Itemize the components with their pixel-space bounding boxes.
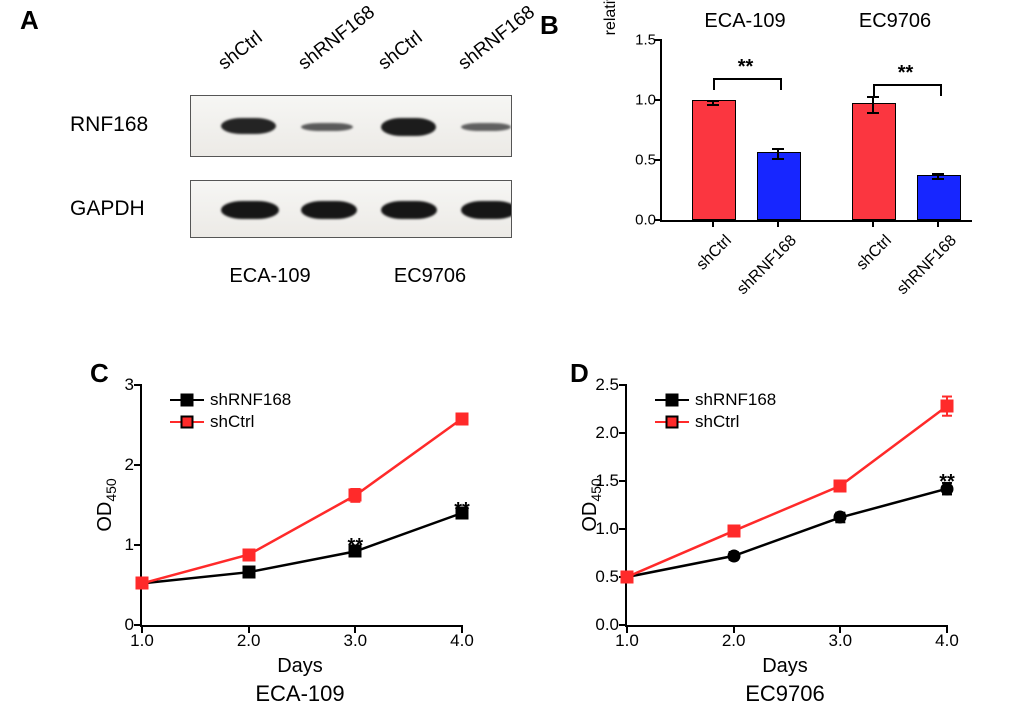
lane-label-0: shCtrl (214, 27, 267, 75)
panel-d-linechart: OD450 0.00.51.01.52.02.51.02.03.04.0** D… (515, 355, 985, 715)
ytick: 0.5 (595, 567, 619, 587)
xtick: 1.0 (615, 631, 639, 651)
errbar (777, 148, 779, 160)
figure-root: A B C D shCtrlshRNF168shCtrlshRNF168 RNF… (0, 0, 1020, 722)
errbar (872, 96, 874, 114)
blot-cell-labels: ECA-109EC9706 (190, 265, 510, 288)
sig-stars: ** (348, 535, 364, 558)
blot-strip-gapdh (190, 180, 512, 238)
panel-d-legend: shRNF168shCtrl (655, 389, 776, 433)
panel-c-ylabel: OD450 (94, 478, 119, 531)
marker (242, 548, 255, 561)
b-ytick: 1.0 (635, 92, 656, 109)
marker (941, 400, 954, 413)
ytick: 2.5 (595, 375, 619, 395)
sig-bracket (873, 84, 942, 96)
legend-item: shRNF168 (655, 389, 776, 411)
panel-b-barchart: ECA-109 EC9706 relative expression level… (560, 10, 1000, 330)
legend-item: shCtrl (170, 411, 291, 433)
xtick: 1.0 (130, 631, 154, 651)
panel-label-b: B (540, 10, 559, 41)
sig-stars: ** (898, 62, 914, 85)
b-xlabel-3: shRNF168 (894, 232, 961, 299)
panel-d-sublabel: EC9706 (625, 681, 945, 707)
ytick: 2.0 (595, 423, 619, 443)
bar-0 (692, 100, 736, 220)
b-xlabel-2: shCtrl (853, 232, 895, 274)
ytick: 2 (125, 455, 134, 475)
b-ytick: 0.5 (635, 152, 656, 169)
band (461, 123, 511, 131)
b-xlabel-0: shCtrl (693, 232, 735, 274)
legend-label: shCtrl (695, 412, 739, 432)
marker (621, 571, 634, 584)
panel-b-ylabel: relative expression level (602, 0, 620, 40)
b-ytick: 1.5 (635, 32, 656, 49)
marker (456, 412, 469, 425)
b-xlabel-1: shRNF168 (734, 232, 801, 299)
marker (834, 479, 847, 492)
b-ytick: 0.0 (635, 212, 656, 229)
b-title-2: EC9706 (820, 10, 970, 33)
errbar (712, 100, 714, 106)
marker (349, 489, 362, 502)
panel-c-linechart: OD450 01231.02.03.04.0**** Days ECA-109 … (30, 355, 500, 715)
marker (727, 524, 740, 537)
marker (727, 549, 740, 562)
xtick: 3.0 (829, 631, 853, 651)
blot-lane-labels: shCtrlshRNF168shCtrlshRNF168 (190, 5, 510, 75)
bar-2 (852, 103, 896, 220)
xtick: 2.0 (237, 631, 261, 651)
marker (136, 577, 149, 590)
sig-stars: ** (939, 471, 955, 494)
legend-item: shCtrl (655, 411, 776, 433)
panel-b-plot: 0.00.51.01.5shCtrlshRNF168shCtrlshRNF168… (660, 40, 972, 222)
panel-c-legend: shRNF168shCtrl (170, 389, 291, 433)
band (221, 201, 279, 219)
legend-label: shRNF168 (210, 390, 291, 410)
sig-bracket (713, 78, 782, 90)
bar-3 (917, 175, 961, 220)
xtick: 4.0 (935, 631, 959, 651)
band (381, 201, 437, 219)
xtick: 3.0 (344, 631, 368, 651)
xtick: 2.0 (722, 631, 746, 651)
marker (242, 566, 255, 579)
cell-label-1: EC9706 (350, 265, 510, 288)
legend-label: shRNF168 (695, 390, 776, 410)
band (301, 201, 357, 219)
lane-label-2: shCtrl (374, 27, 427, 75)
panel-b-titles: ECA-109 EC9706 (670, 10, 970, 33)
xtick: 4.0 (450, 631, 474, 651)
ytick: 1 (125, 535, 134, 555)
cell-label-0: ECA-109 (190, 265, 350, 288)
band (221, 118, 276, 134)
panel-a-blot: shCtrlshRNF168shCtrlshRNF168 RNF168 GAPD… (70, 5, 510, 325)
lane-label-1: shRNF168 (294, 2, 379, 75)
sig-stars: ** (738, 56, 754, 79)
b-title-1: ECA-109 (670, 10, 820, 33)
panel-label-a: A (20, 5, 39, 36)
marker (834, 511, 847, 524)
bar-1 (757, 152, 801, 220)
band (301, 123, 353, 131)
errbar (937, 173, 939, 180)
legend-label: shCtrl (210, 412, 254, 432)
row-label-gapdh: GAPDH (70, 197, 145, 221)
row-label-rnf168: RNF168 (70, 113, 148, 137)
lane-label-3: shRNF168 (454, 2, 539, 75)
ytick: 1.5 (595, 471, 619, 491)
blot-strip-rnf168 (190, 95, 512, 157)
ytick: 3 (125, 375, 134, 395)
panel-d-xlabel: Days (625, 655, 945, 678)
panel-c-sublabel: ECA-109 (140, 681, 460, 707)
band (461, 201, 512, 219)
legend-item: shRNF168 (170, 389, 291, 411)
band (381, 118, 436, 136)
ytick: 1.0 (595, 519, 619, 539)
sig-stars: ** (454, 499, 470, 522)
panel-c-xlabel: Days (140, 655, 460, 678)
